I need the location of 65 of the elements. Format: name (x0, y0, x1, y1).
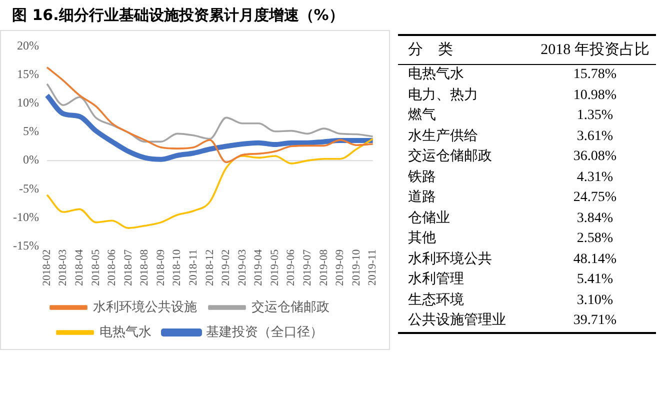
y-tick-label: -15% (12, 238, 39, 252)
x-tick-label: 2019-08 (318, 248, 330, 286)
text: 燃气 (408, 106, 436, 125)
legend-label: 基建投资（全口径） (206, 324, 323, 339)
x-tick-label: 2019-05 (268, 248, 281, 286)
text: 10.98% (572, 86, 618, 104)
x-tick-label: 2018-02 (40, 249, 53, 286)
text: 铁路 (408, 168, 436, 186)
x-tick-label: 2019-03 (236, 248, 248, 286)
legend-label: 水利环境公共设施 (93, 298, 197, 314)
text: 48.14% (572, 250, 618, 268)
y-tick-label: 5% (22, 124, 39, 138)
x-tick-label: 2019-09 (334, 248, 346, 286)
legend-label: 交运仓储邮政 (252, 298, 330, 314)
y-tick-label: 0% (22, 152, 39, 167)
x-tick-label: 2018-11 (187, 249, 200, 286)
text: 水利环境公共 (408, 250, 492, 268)
line-series (46, 66, 374, 164)
x-tick-label: 2018-03 (57, 248, 70, 286)
x-tick-label: 2019-04 (252, 248, 265, 286)
x-tick-label: 2018-06 (106, 248, 118, 286)
x-tick-label: 2018-05 (90, 248, 102, 286)
text: 4.31% (576, 168, 614, 186)
y-tick-label: -10% (12, 210, 39, 224)
text: 道路 (408, 188, 436, 207)
x-tick-label: 2019-11 (366, 249, 379, 286)
y-tick-label: 20% (16, 38, 39, 52)
y-tick-label: 15% (16, 66, 39, 81)
line-series (46, 83, 374, 143)
text: 其他 (408, 230, 436, 248)
x-tick-label: 2018-12 (204, 249, 216, 286)
text: 3.84% (576, 210, 614, 228)
x-tick-label: 2019-07 (302, 248, 314, 286)
chart-title: 图 16.细分行业基础设施投资累计月度增速（%） (12, 6, 344, 25)
text: 生态环境 (408, 291, 464, 310)
text: 1.35% (576, 107, 614, 125)
text: 36.08% (572, 148, 618, 166)
text: 仓储业 (408, 210, 450, 228)
y-tick-label: -5% (18, 181, 39, 196)
text: 24.75% (572, 189, 618, 207)
line-series (46, 138, 374, 229)
text: 公共设施管理业 (408, 312, 506, 330)
text: 分 类 (408, 40, 453, 60)
legend-label: 电热气水 (100, 324, 152, 339)
text: 电力、热力 (408, 86, 478, 104)
x-tick-label: 2019-06 (285, 248, 298, 286)
text: 2.58% (576, 230, 614, 248)
text: 水生产供给 (408, 127, 478, 146)
text: 电热气水 (408, 66, 464, 84)
x-tick-label: 2018-10 (171, 248, 184, 286)
text: 3.10% (576, 292, 614, 310)
x-tick-label: 2018-04 (73, 248, 86, 286)
x-tick-label: 2019-10 (350, 248, 362, 286)
y-tick-label: 10% (16, 96, 39, 110)
x-tick-label: 2018-08 (138, 248, 151, 286)
text: 交运仓储邮政 (408, 147, 492, 166)
x-tick-label: 2018-09 (154, 248, 167, 286)
text: 39.71% (572, 312, 618, 330)
text: 水利管理 (408, 270, 464, 289)
x-tick-label: 2018-07 (122, 248, 134, 286)
text: 2018 年投资占比 (540, 40, 650, 60)
text: 3.61% (576, 128, 614, 146)
x-tick-label: 2019-02 (220, 249, 232, 286)
text: 15.78% (572, 66, 618, 84)
text: 5.41% (576, 271, 614, 289)
